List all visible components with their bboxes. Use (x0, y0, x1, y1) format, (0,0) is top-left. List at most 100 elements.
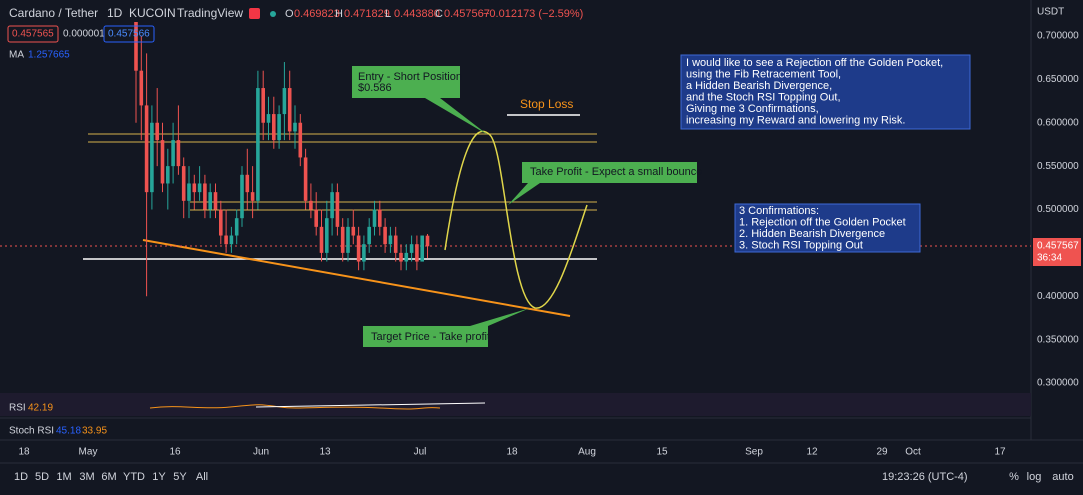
ma-value: 1.257665 (28, 50, 70, 61)
range-button[interactable]: 5D (35, 471, 49, 483)
candle-body (139, 70, 144, 106)
candle-body (293, 122, 297, 132)
rsi-value: 42.19 (28, 403, 53, 414)
note-line: a Hidden Bearish Divergence, (686, 80, 832, 92)
scale-option[interactable]: % (1009, 471, 1019, 483)
price-tick-label: 0.400000 (1037, 291, 1079, 302)
candle-body (383, 226, 387, 245)
candle-body (181, 166, 186, 201)
trend-line (142, 239, 571, 317)
currency[interactable]: USDT (1037, 7, 1064, 18)
candle-body (287, 88, 292, 132)
time-tick-label: Jun (253, 447, 269, 458)
symbol: Cardano / Tether (9, 6, 98, 20)
ohlc-key: L (385, 8, 391, 20)
range-button[interactable]: All (196, 471, 208, 483)
candle-body (234, 218, 239, 236)
time-tick-label: 17 (994, 447, 1006, 458)
time-tick-label: 12 (806, 447, 818, 458)
confirmations-text: 3 Confirmations:1. Rejection off the Gol… (739, 205, 906, 252)
candle-body (203, 183, 207, 210)
price-tick-label: 0.650000 (1037, 74, 1079, 85)
candle-body (425, 235, 430, 247)
candle-body (393, 235, 398, 253)
note-line: increasing my Reward and lowering my Ris… (686, 114, 905, 126)
candle-body (213, 192, 218, 210)
candle-body (319, 226, 324, 253)
ohlc-value: 0.469823 (294, 8, 340, 20)
range-button[interactable]: 1Y (152, 471, 166, 483)
candle-body (335, 192, 340, 227)
range-button[interactable]: YTD (123, 471, 145, 483)
note-line: and the Stoch RSI Topping Out, (686, 91, 841, 103)
range-button[interactable]: 6M (101, 471, 116, 483)
last-price: 0.457567 (1037, 241, 1079, 252)
scale-option[interactable]: auto (1052, 471, 1073, 483)
note-line: 3 Confirmations: (739, 205, 819, 217)
range-button[interactable]: 1D (14, 471, 28, 483)
candle-body (367, 226, 371, 245)
time-axis: 18 May 16 Jun 13 Jul 18 Aug 15 Sep 12 29 Oct 17 (18, 447, 1006, 458)
price-tick-label: 0.500000 (1037, 204, 1079, 215)
platform: TradingView (177, 6, 243, 20)
note-line: using the Fib Retracement Tool, (686, 68, 841, 80)
price-tick-label: 0.300000 (1037, 378, 1079, 389)
alert-icon[interactable] (249, 8, 260, 19)
note-line: 2. Hidden Bearish Divergence (739, 228, 885, 240)
spread: 0.000001 (63, 29, 105, 40)
price-tick-label: 0.700000 (1037, 31, 1079, 42)
ohlc-value: 0.443880 (394, 8, 440, 20)
take-profit-callout (508, 162, 697, 205)
note-line: 3. Stoch RSI Topping Out (739, 239, 863, 251)
candle-body (229, 235, 234, 245)
candle-body (388, 235, 393, 245)
candle-body (325, 218, 329, 253)
buy-button[interactable] (103, 25, 155, 43)
candle-body (362, 244, 366, 262)
scale-option[interactable]: log (1027, 471, 1042, 483)
range-button[interactable]: 3M (79, 471, 94, 483)
candle-body (171, 140, 175, 167)
sell-button[interactable] (7, 25, 59, 43)
status-dot (270, 11, 276, 17)
callout-text: $0.586 (358, 82, 392, 94)
exchange: KUCOIN (129, 6, 176, 20)
candle-body (208, 192, 212, 210)
target-callout (363, 308, 530, 347)
range-button[interactable]: 5Y (173, 471, 187, 483)
time-tick-label: 13 (319, 447, 331, 458)
candle-body (224, 235, 228, 245)
candle-body (155, 122, 159, 141)
candle-body (378, 209, 382, 227)
clock: 19:23:26 (UTC-4) (882, 471, 968, 483)
time-tick-label: 29 (876, 447, 888, 458)
candle-body (340, 226, 345, 253)
candle-body (277, 114, 281, 141)
candle-body (298, 122, 303, 158)
rsi-label: RSI (9, 403, 26, 414)
candle-body (356, 235, 361, 262)
time-tick-label: 16 (169, 447, 181, 458)
ohlc-key: O (285, 8, 294, 20)
price-axis: 0.700000 0.650000 0.600000 0.550000 0.500000… (1037, 31, 1079, 389)
range-button[interactable]: 1M (56, 471, 71, 483)
time-tick-label: Sep (745, 447, 763, 458)
candles (134, 22, 430, 297)
time-tick-label: Oct (905, 447, 921, 458)
candle-body (314, 209, 318, 227)
candle-body (256, 88, 260, 201)
candle-body (399, 252, 403, 262)
candle-body (166, 166, 170, 184)
entry-callout (352, 66, 488, 135)
candle-body (420, 235, 424, 262)
candle-body (282, 88, 287, 115)
last-price-tag (1033, 238, 1081, 266)
callout-text: Target Price - Take profit (371, 331, 490, 343)
stoch-label: Stoch RSI (9, 426, 54, 437)
time-tick-label: 15 (656, 447, 668, 458)
candle-body (351, 226, 356, 236)
plan-text: I would like to see a Rejection off the … (686, 57, 943, 127)
